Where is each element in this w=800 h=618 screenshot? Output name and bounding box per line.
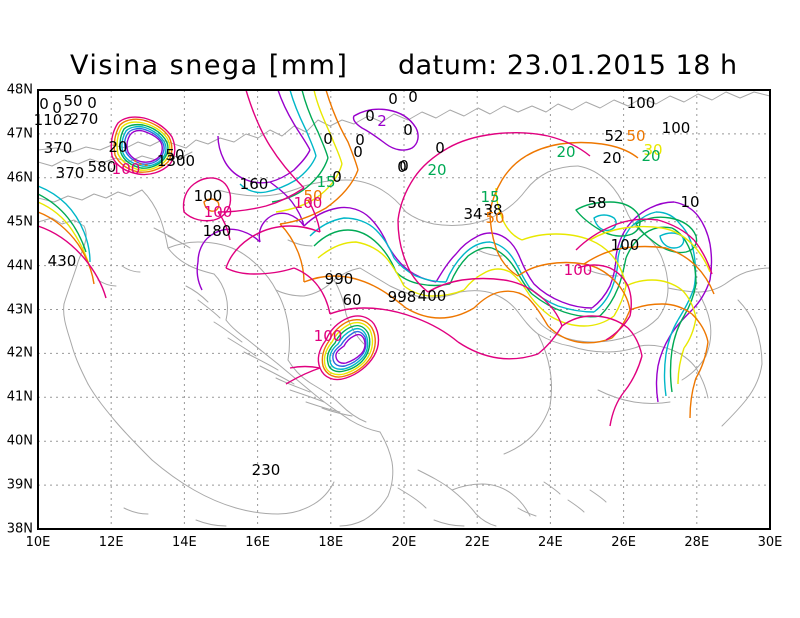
contour-value-label: 1300 [156, 152, 196, 170]
contour-value-label: 0 [52, 99, 62, 117]
contour-value-label: 30 [643, 141, 663, 159]
contour-value-label: 0 [87, 94, 97, 112]
contour-value-label: 0 [332, 168, 342, 186]
contour-value-label: 0 [399, 157, 409, 175]
contour-value-label: 50 [303, 187, 323, 205]
x-tick-label: 10E [25, 535, 51, 550]
x-tick-label: 18E [318, 535, 344, 550]
y-tick-label: 45N [6, 214, 33, 230]
x-tick-label: 24E [538, 535, 563, 550]
contour-value-label: 50 [165, 146, 185, 164]
contour-value-label: 370 [43, 139, 73, 157]
contour-value-label: 20 [427, 161, 447, 179]
contour-value-label: 180 [202, 222, 232, 240]
x-tick-label: 28E [684, 535, 710, 550]
y-tick-label: 46N [6, 170, 33, 186]
contour-value-label: 58 [587, 194, 607, 212]
y-tick-label: 40N [6, 433, 33, 449]
y-tick-label: 38N [6, 521, 33, 537]
x-tick-label: 16E [245, 535, 270, 550]
y-tick-label: 48N [6, 82, 33, 98]
y-tick-label: 41N [6, 389, 33, 405]
contour-value-label: 20 [108, 138, 128, 156]
contour-value-label: 400 [417, 287, 447, 305]
contour-value-label: 0 [39, 95, 49, 113]
contour-value-label: 100 [610, 236, 640, 254]
contour-value-label: 20 [556, 143, 576, 161]
contour-value-label: 2 [377, 112, 387, 130]
contour-value-label: 38 [483, 201, 503, 219]
y-tick-label: 39N [6, 477, 33, 493]
y-tick-label: 47N [6, 126, 33, 142]
x-tick-label: 30E [757, 535, 783, 550]
contour-value-label: 60 [342, 291, 362, 309]
contour-value-label: 0 [355, 131, 365, 149]
contour-value-label: 50 [626, 127, 646, 145]
contour-value-label: 10 [680, 193, 700, 211]
contour-value-label: 15 [316, 173, 336, 191]
contour-value-label: 230 [251, 461, 281, 479]
contour-value-label: 100 [203, 203, 233, 221]
contour-value-label: 160 [239, 175, 269, 193]
contour-value-label: 0 [323, 130, 333, 148]
contour-value-label: 0 [408, 88, 418, 106]
contour-value-label: 15 [480, 188, 500, 206]
x-tick-label: 26E [611, 535, 636, 550]
contour-value-label: 50 [485, 209, 505, 227]
contour-value-label: 998 [387, 288, 417, 306]
contour-value-label: 0 [388, 90, 398, 108]
contour-value-label: 100 [563, 261, 593, 279]
y-tick-label: 42N [6, 345, 33, 361]
contour-value-label: 34 [463, 205, 483, 223]
contour-value-label: 100 [193, 187, 223, 205]
contour-value-label: 0 [397, 158, 407, 176]
contour-value-label: 100 [661, 119, 691, 137]
contour-value-label: 110 [33, 111, 63, 129]
contour-value-label: 0 [403, 121, 413, 139]
contour-value-label: 100 [626, 94, 656, 112]
contour-value-label: 0 [353, 143, 363, 161]
contour-value-label: 2 [63, 111, 73, 129]
contour-value-label: 20 [602, 149, 622, 167]
contour-value-label: 370 [55, 164, 85, 182]
contour-value-label: 20 [641, 147, 661, 165]
x-tick-label: 20E [391, 535, 417, 550]
x-tick-label: 14E [172, 535, 197, 550]
contour-value-label: 0 [365, 107, 375, 125]
x-tick-label: 22E [464, 535, 490, 550]
y-tick-label: 43N [6, 302, 33, 317]
contour-value-label: 50 [63, 92, 83, 110]
contour-value-label: 580 [87, 158, 117, 176]
contour-value-label: 100 [293, 194, 323, 212]
y-tick-label: 44N [6, 258, 33, 274]
contour-value-label: 100 [111, 160, 141, 178]
contour-value-label: 270 [69, 110, 99, 128]
contour-value-label: 52 [604, 127, 624, 145]
page-title: Visina snega [mm] [70, 50, 349, 81]
contour-value-label: 0 [435, 139, 445, 157]
contour-value-label: 100 [313, 327, 343, 345]
forecast-date-label: datum: 23.01.2015 18 h [398, 50, 738, 81]
x-tick-label: 12E [98, 535, 124, 550]
contour-value-label: 430 [47, 252, 77, 270]
contour-value-label: 990 [324, 270, 354, 288]
